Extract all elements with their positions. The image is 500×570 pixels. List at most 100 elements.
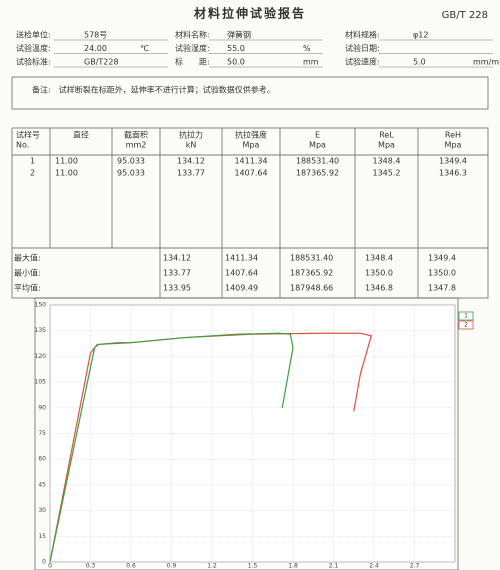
info-value: 578号 xyxy=(84,31,107,40)
legend-label: 2 xyxy=(464,322,468,329)
td: 95.033 xyxy=(117,169,145,178)
info-unit: ℃ xyxy=(140,44,149,53)
line xyxy=(49,332,294,563)
y-tick-label: 15 xyxy=(38,533,46,540)
th: mm2 xyxy=(126,141,147,150)
th: ReH xyxy=(445,131,461,140)
info-label: 试验湿度: xyxy=(175,43,210,53)
td: 1345.2 xyxy=(373,169,401,178)
y-tick-label: 75 xyxy=(38,430,46,437)
remarks-box xyxy=(11,76,489,110)
stat-label: 平均值: xyxy=(14,283,41,293)
info-label: 送检单位: xyxy=(16,30,51,40)
th: No. xyxy=(16,141,29,150)
x-tick-label: 0.9 xyxy=(167,563,177,570)
th: Mpa xyxy=(243,141,260,150)
th: 抗拉强度 xyxy=(235,130,267,140)
info-label: 材料名称: xyxy=(175,30,210,40)
stat-value: 1407.64 xyxy=(225,269,258,278)
x-tick-label: 2.4 xyxy=(369,563,379,570)
info-value: φ12 xyxy=(413,31,428,40)
y-tick-label: 60 xyxy=(38,456,46,463)
stat-value: 1411.34 xyxy=(225,254,258,263)
td: 11.00 xyxy=(55,169,78,178)
remarks: 备注: 试样断裂在标距外，延伸率不进行计算；试验数据仅供参考。 xyxy=(32,85,275,95)
x-tick-label: 0 xyxy=(48,563,52,570)
info-label: 试验温度: xyxy=(16,43,51,53)
y-tick-label: 30 xyxy=(38,507,46,514)
legend-box xyxy=(458,311,474,321)
th: Mpa xyxy=(445,141,462,150)
td: 188531.40 xyxy=(296,157,339,166)
standard: GB/T 228 xyxy=(442,10,488,21)
info-value: 55.0 xyxy=(227,44,245,53)
td: 187365.92 xyxy=(296,169,339,178)
y-tick-label: 0 xyxy=(42,559,46,566)
info-label: 材料规格: xyxy=(345,30,380,40)
y-tick-label: 150 xyxy=(35,302,47,309)
th: ReL xyxy=(379,131,394,140)
th: E xyxy=(315,131,320,140)
title: 材料拉伸试验报告 xyxy=(193,6,306,21)
td: 1348.4 xyxy=(373,157,401,166)
x-tick-label: 2.7 xyxy=(410,563,420,570)
td: 1411.34 xyxy=(234,157,267,166)
y-tick-label: 135 xyxy=(35,327,47,334)
th: 直径 xyxy=(73,130,89,140)
stat-value: 1349.4 xyxy=(428,254,456,263)
td: 134.12 xyxy=(177,157,205,166)
info-label: 标 距: xyxy=(175,57,210,67)
stat-value: 1348.4 xyxy=(365,254,393,263)
th: 截面积 xyxy=(124,130,148,140)
stat-label: 最大值: xyxy=(14,253,41,263)
stat-value: 187365.92 xyxy=(290,269,333,278)
stat-value: 188531.40 xyxy=(290,254,333,263)
x-tick-label: 0.3 xyxy=(86,563,96,570)
td: 95.033 xyxy=(117,157,145,166)
info-unit: mm xyxy=(303,58,319,67)
info-value: 弹簧钢 xyxy=(227,30,251,40)
stat-label: 最小值: xyxy=(14,268,41,278)
th: 抗拉力 xyxy=(179,130,203,140)
info-value: GB/T228 xyxy=(84,58,119,67)
info-value: 24.00 xyxy=(84,44,107,53)
y-tick-label: 105 xyxy=(35,379,47,386)
info-value: 50.0 xyxy=(227,58,245,67)
td: 2 xyxy=(30,169,35,178)
stat-value: 1347.8 xyxy=(428,284,456,293)
stat-value: 1350.0 xyxy=(428,269,456,278)
info-label: 试验速度: xyxy=(345,57,380,67)
info-label: 试验日期: xyxy=(345,43,380,53)
x-tick-label: 1.2 xyxy=(207,563,217,570)
th: kN xyxy=(186,141,197,150)
legend-box xyxy=(458,320,474,330)
stat-value: 1350.0 xyxy=(365,269,393,278)
info-value: 5.0 xyxy=(413,58,426,67)
stat-value: 133.95 xyxy=(163,284,191,293)
stat-value: 1346.8 xyxy=(365,284,393,293)
y-tick-label: 120 xyxy=(35,353,47,360)
td: 1346.3 xyxy=(439,169,467,178)
info-unit: % xyxy=(303,44,311,53)
info-label: 试验标准: xyxy=(16,57,51,67)
stat-value: 134.12 xyxy=(163,254,191,263)
legend-label: 1 xyxy=(464,313,468,320)
stat-value: 187948.66 xyxy=(290,284,333,293)
td: 133.77 xyxy=(177,169,205,178)
info-unit: mm/min xyxy=(473,58,500,67)
x-tick-label: 2.1 xyxy=(329,563,339,570)
td: 1349.4 xyxy=(439,157,467,166)
td: 1 xyxy=(30,157,35,166)
chart-frame xyxy=(34,297,459,570)
th: 试样号 xyxy=(16,130,40,140)
y-tick-label: 45 xyxy=(38,481,46,488)
td: 11.00 xyxy=(55,157,78,166)
stat-value: 133.77 xyxy=(163,269,191,278)
th: Mpa xyxy=(309,141,326,150)
x-tick-label: 0.6 xyxy=(126,563,136,570)
x-tick-label: 1.8 xyxy=(288,563,298,570)
td: 1407.64 xyxy=(234,169,267,178)
x-tick-label: 1.5 xyxy=(248,563,258,570)
th: Mpa xyxy=(378,141,395,150)
